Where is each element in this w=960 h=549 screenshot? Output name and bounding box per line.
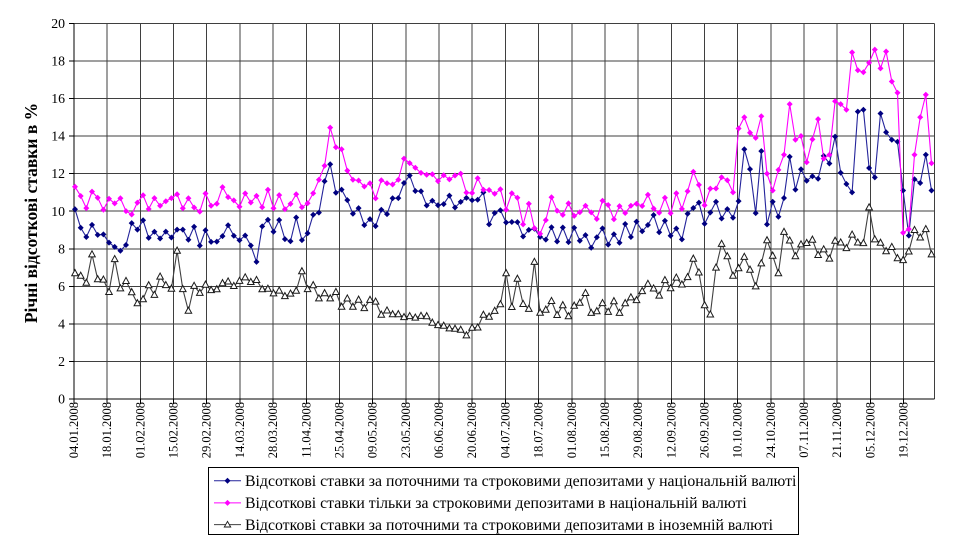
svg-text:21.11.2008: 21.11.2008 [830, 402, 844, 458]
svg-text:20: 20 [51, 16, 65, 31]
svg-text:16: 16 [51, 91, 65, 106]
svg-text:12: 12 [51, 166, 65, 181]
svg-text:14: 14 [51, 129, 65, 144]
svg-text:28.03.2008: 28.03.2008 [266, 402, 280, 458]
svg-text:0: 0 [58, 392, 65, 407]
svg-text:25.04.2008: 25.04.2008 [333, 402, 347, 458]
svg-text:20.06.2008: 20.06.2008 [465, 402, 479, 458]
svg-text:18: 18 [51, 54, 65, 69]
svg-text:18.07.2008: 18.07.2008 [532, 402, 546, 458]
svg-text:10.10.2008: 10.10.2008 [731, 402, 745, 458]
svg-text:01.08.2008: 01.08.2008 [565, 402, 579, 458]
svg-text:24.10.2008: 24.10.2008 [764, 402, 778, 458]
svg-text:10: 10 [51, 204, 65, 219]
svg-text:05.12.2008: 05.12.2008 [863, 402, 877, 458]
svg-text:15.08.2008: 15.08.2008 [598, 402, 612, 458]
svg-text:01.02.2008: 01.02.2008 [133, 402, 147, 458]
svg-text:18.01.2008: 18.01.2008 [100, 402, 114, 458]
svg-text:Річні відсоткові ставки в %: Річні відсоткові ставки в % [21, 103, 41, 323]
svg-text:23.05.2008: 23.05.2008 [399, 402, 413, 458]
svg-text:09.05.2008: 09.05.2008 [366, 402, 380, 458]
svg-text:8: 8 [58, 241, 65, 256]
svg-text:Відсоткові ставки за поточними: Відсоткові ставки за поточними та строко… [245, 517, 774, 534]
svg-text:Відсоткові ставки тільки за ст: Відсоткові ставки тільки за строковими д… [245, 495, 747, 512]
svg-text:06.06.2008: 06.06.2008 [432, 402, 446, 458]
svg-text:Відсоткові ставки за поточними: Відсоткові ставки за поточними та строко… [245, 473, 797, 490]
svg-text:29.02.2008: 29.02.2008 [200, 402, 214, 458]
svg-text:12.09.2008: 12.09.2008 [664, 402, 678, 458]
svg-text:2: 2 [58, 354, 65, 369]
svg-text:26.09.2008: 26.09.2008 [698, 402, 712, 458]
svg-text:11.04.2008: 11.04.2008 [299, 402, 313, 458]
svg-text:19.12.2008: 19.12.2008 [897, 402, 911, 458]
svg-text:15.02.2008: 15.02.2008 [167, 402, 181, 458]
svg-text:29.08.2008: 29.08.2008 [631, 402, 645, 458]
svg-text:4: 4 [58, 317, 65, 332]
svg-text:04.01.2008: 04.01.2008 [67, 402, 81, 458]
svg-text:07.11.2008: 07.11.2008 [797, 402, 811, 458]
svg-text:6: 6 [58, 279, 65, 294]
svg-text:04.07.2008: 04.07.2008 [498, 402, 512, 458]
svg-text:14.03.2008: 14.03.2008 [233, 402, 247, 458]
